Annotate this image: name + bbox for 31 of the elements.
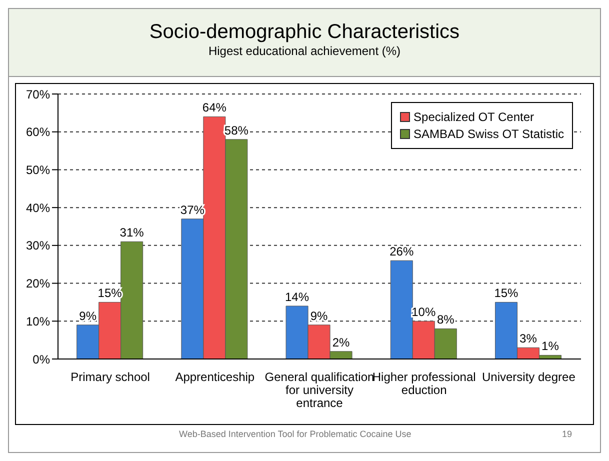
x-tick-label: Higher professional eduction	[372, 370, 476, 397]
text: Web-Based Intervention Tool for Problematic Cocaine Use	[179, 429, 412, 439]
legend-label: Specialized OT Center	[414, 110, 534, 124]
data-label: 15%	[494, 286, 519, 300]
legend-label: SAMBAD Swiss OT Statistic	[414, 127, 564, 141]
y-tick-label: 60%	[26, 125, 50, 140]
data-label: 9%	[79, 308, 97, 323]
data-label: 2%	[332, 335, 350, 350]
data-label: 8%	[436, 312, 455, 327]
y-tick-label: 20%	[26, 276, 50, 291]
data-label: 1%	[542, 339, 560, 354]
x-tick-label: Apprenticeship	[175, 370, 255, 384]
data-label: 3%	[520, 332, 538, 346]
chart-subtitle: Higest educational achievement (%)	[207, 44, 402, 58]
y-tick-label: 40%	[26, 200, 50, 215]
y-tick-label: 30%	[26, 238, 50, 253]
chart-title: Socio-demographic Characteristics	[148, 21, 461, 44]
data-label: 64%	[202, 100, 227, 115]
y-tick-label: 0%	[32, 352, 50, 366]
x-tick-label: Primary school	[70, 370, 150, 384]
data-label: 31%	[120, 226, 144, 240]
data-label: 26%	[390, 244, 414, 259]
data-label: 14%	[285, 290, 310, 304]
y-tick-label: 50%	[26, 162, 50, 177]
data-label: 10%	[412, 305, 436, 320]
x-tick-label: University degree	[482, 370, 576, 384]
data-label: 9%	[310, 308, 328, 323]
text: 19	[562, 429, 572, 439]
y-tick-label: 70%	[26, 87, 50, 102]
x-tick-label: General qualification for university entrance	[264, 370, 374, 410]
y-tick-label: 10%	[26, 314, 50, 328]
